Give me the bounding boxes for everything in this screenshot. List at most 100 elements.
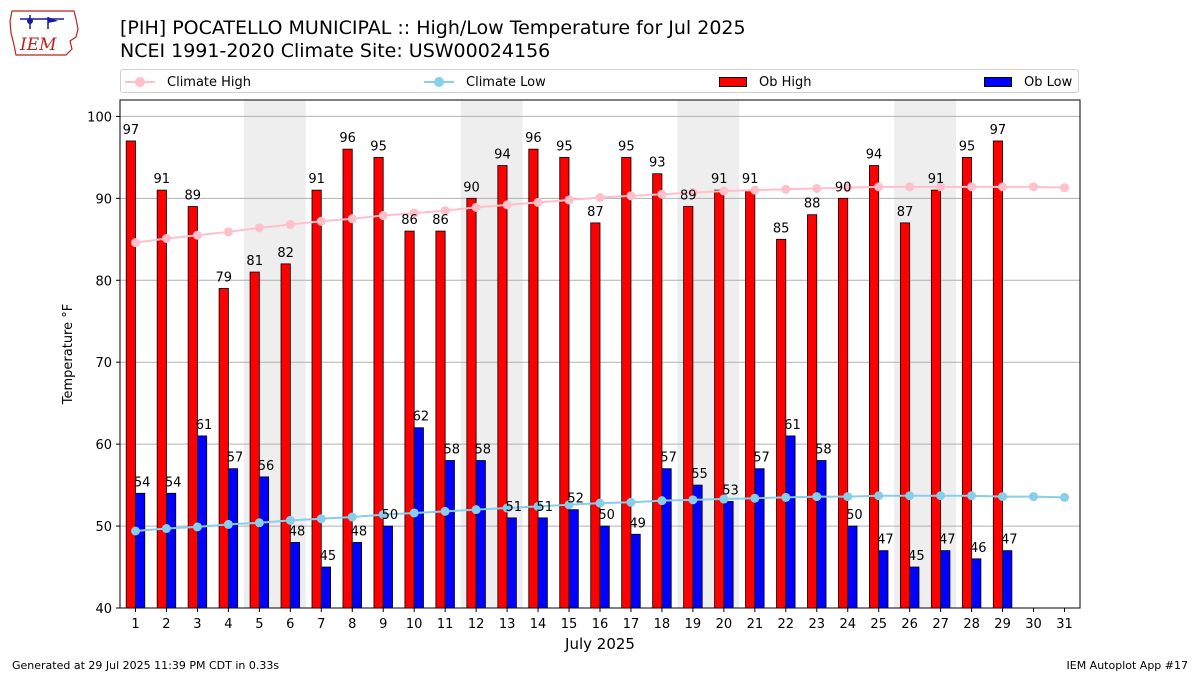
ob-low-bar-day-13	[506, 517, 517, 609]
ob-low-label-day-21: 57	[753, 451, 770, 466]
ob-high-bar-day-14	[528, 148, 539, 609]
ob-low-bar-day-3	[197, 435, 208, 609]
climate-low-point-day-21	[750, 493, 760, 503]
ob-high-label-day-17: 95	[618, 139, 635, 154]
x-tick-label-25: 25	[870, 617, 887, 632]
x-tick-label-22: 22	[778, 617, 795, 632]
ob-low-label-day-8: 48	[351, 524, 368, 539]
chart-legend: Climate High Climate Low Ob High Ob Low	[120, 69, 1079, 93]
legend-swatch-ob-low	[984, 77, 1012, 87]
ob-low-bar-day-21	[754, 468, 765, 609]
ob-high-bar-day-11	[435, 230, 446, 609]
climate-high-point-day-29	[998, 182, 1008, 192]
climate-high-point-day-25	[874, 182, 884, 192]
x-tick-label-8: 8	[348, 617, 356, 632]
climate-low-point-day-17	[626, 497, 636, 507]
ob-low-bar-day-11	[444, 460, 455, 609]
x-axis-label: July 2025	[564, 635, 635, 653]
ob-high-label-day-23: 88	[804, 197, 821, 212]
ob-low-bar-day-15	[568, 509, 579, 609]
ob-low-label-day-17: 49	[629, 516, 646, 531]
ob-high-label-day-20: 91	[711, 172, 728, 187]
ob-low-bar-day-27	[940, 550, 951, 609]
climate-high-point-day-4	[223, 227, 233, 237]
x-tick-label-17: 17	[623, 617, 640, 632]
ob-low-bar-day-16	[599, 525, 610, 609]
ob-low-label-day-18: 57	[660, 451, 677, 466]
climate-low-point-day-23	[812, 492, 822, 502]
ob-low-bar-day-9	[382, 525, 393, 609]
climate-low-point-day-7	[316, 514, 326, 524]
climate-low-point-day-27	[936, 491, 946, 501]
climate-low-point-day-8	[347, 512, 357, 522]
climate-low-point-day-12	[471, 505, 481, 515]
ob-low-label-day-2: 54	[165, 475, 182, 490]
climate-high-point-day-10	[409, 208, 419, 218]
climate-low-point-day-29	[998, 492, 1008, 502]
ob-low-label-day-23: 58	[815, 443, 832, 458]
ob-high-label-day-11: 86	[432, 213, 449, 228]
ob-high-label-day-19: 89	[680, 189, 697, 204]
ob-low-label-day-29: 47	[1001, 533, 1018, 548]
ob-high-label-day-4: 79	[215, 270, 232, 285]
climate-high-point-day-21	[750, 185, 760, 195]
climate-low-point-day-22	[781, 492, 791, 502]
climate-low-point-day-4	[223, 519, 233, 529]
ob-high-bar-day-1	[125, 140, 136, 609]
x-tick-label-5: 5	[255, 617, 263, 632]
ob-high-label-day-27: 91	[928, 172, 945, 187]
y-axis-label: Temperature °F	[61, 304, 76, 405]
climate-high-point-day-23	[812, 183, 822, 193]
climate-low-point-day-18	[657, 496, 667, 506]
x-tick-label-29: 29	[994, 617, 1011, 632]
ob-high-label-day-15: 95	[556, 139, 573, 154]
ob-low-bar-day-17	[630, 533, 641, 609]
legend-item-climate-high: Climate High	[125, 70, 251, 94]
ob-low-label-day-1: 54	[134, 475, 151, 490]
ob-low-label-day-3: 61	[196, 418, 213, 433]
climate-low-point-day-1	[130, 526, 140, 536]
ob-low-bar-day-7	[320, 566, 331, 609]
ob-high-bar-day-3	[187, 206, 198, 609]
ob-high-bar-day-5	[249, 271, 260, 609]
ob-low-bar-day-18	[661, 468, 672, 609]
climate-high-point-day-15	[564, 195, 574, 205]
svg-text:IEM: IEM	[19, 35, 57, 55]
y-tick-label-60: 60	[95, 438, 112, 453]
ob-low-label-day-28: 46	[970, 541, 987, 556]
ob-high-bar-day-9	[373, 156, 384, 609]
ob-low-bar-day-6	[289, 542, 301, 609]
x-tick-label-15: 15	[561, 617, 578, 632]
ob-low-label-day-15: 52	[567, 492, 584, 507]
ob-high-label-day-10: 86	[401, 213, 418, 228]
ob-high-bar-day-12	[466, 197, 477, 609]
legend-label-climate-low: Climate Low	[466, 74, 546, 90]
climate-high-point-day-30	[1029, 182, 1039, 192]
ob-high-label-day-26: 87	[897, 205, 914, 220]
climate-high-point-day-20	[719, 186, 729, 196]
climate-low-point-day-14	[533, 501, 543, 511]
y-tick-label-70: 70	[95, 356, 112, 371]
ob-low-bar-day-12	[475, 460, 486, 609]
ob-low-label-day-26: 45	[908, 549, 925, 564]
climate-high-point-day-17	[626, 191, 636, 201]
climate-low-point-day-20	[719, 494, 729, 504]
ob-low-label-day-4: 57	[227, 451, 244, 466]
y-tick-label-90: 90	[95, 192, 112, 207]
climate-low-point-day-28	[967, 491, 977, 501]
ob-low-label-day-10: 62	[413, 410, 430, 425]
ob-high-label-day-22: 85	[773, 221, 790, 236]
ob-low-label-day-6: 48	[289, 524, 306, 539]
climate-low-point-day-9	[378, 510, 388, 520]
climate-high-point-day-9	[378, 211, 388, 221]
climate-low-point-day-5	[254, 518, 264, 528]
climate-high-point-day-31	[1060, 183, 1070, 193]
climate-high-point-day-26	[905, 182, 915, 192]
ob-low-label-day-27: 47	[939, 533, 956, 548]
ob-low-bar-day-14	[537, 517, 548, 609]
x-tick-label-28: 28	[963, 617, 980, 632]
ob-low-label-day-13: 51	[505, 500, 522, 515]
ob-low-label-day-14: 51	[536, 500, 553, 515]
ob-high-bar-day-7	[311, 189, 322, 609]
